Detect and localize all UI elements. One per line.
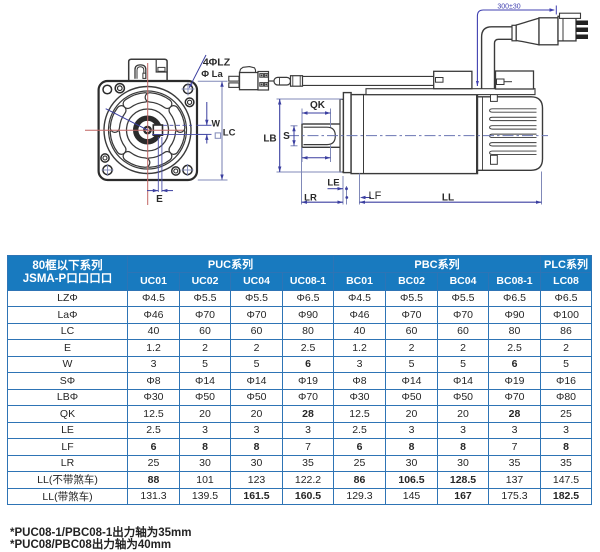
svg-text:LR: LR [304,193,317,204]
svg-text:LC: LC [223,128,236,139]
svg-text:LE: LE [327,178,339,189]
svg-text:QK: QK [310,100,326,111]
svg-text:LB: LB [263,134,276,145]
svg-text:LL: LL [442,192,454,203]
svg-text:LF: LF [369,190,382,202]
svg-text:Φ La: Φ La [201,69,223,80]
svg-text:W: W [211,118,220,128]
svg-text:S: S [283,131,290,142]
svg-text:E: E [156,194,163,205]
svg-text:300±30: 300±30 [497,4,520,11]
svg-text:4ΦLZ: 4ΦLZ [203,57,231,69]
